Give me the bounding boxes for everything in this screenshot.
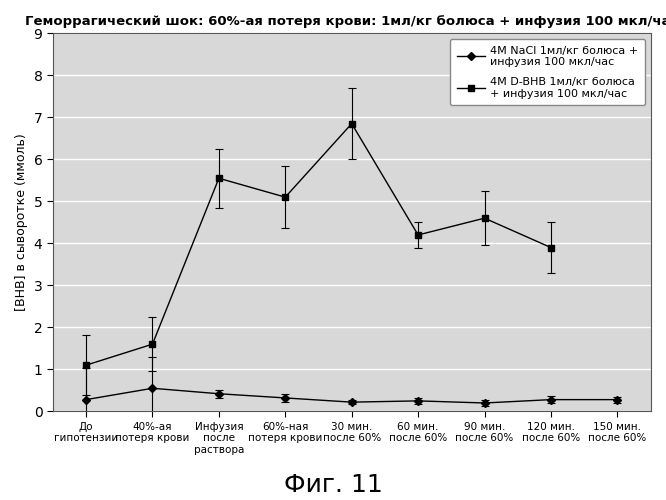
Y-axis label: [ВНВ] в сыворотке (ммоль): [ВНВ] в сыворотке (ммоль): [15, 134, 28, 311]
Legend: 4M NaCl 1мл/кг болюса +
инфузия 100 мкл/час, 4M D-BHB 1мл/кг болюса
+ инфузия 10: 4M NaCl 1мл/кг болюса + инфузия 100 мкл/…: [450, 39, 645, 106]
Title: Геморрагический шок: 60%-ая потеря крови: 1мл/кг болюса + инфузия 100 мкл/час: Геморрагический шок: 60%-ая потеря крови…: [25, 15, 666, 28]
Text: Фиг. 11: Фиг. 11: [284, 474, 382, 498]
